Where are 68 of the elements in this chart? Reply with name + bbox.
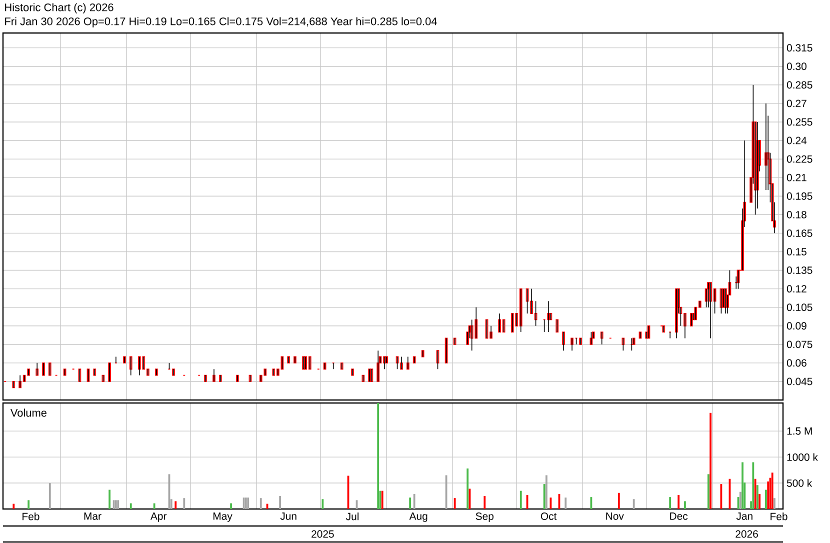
x-tick-label: Jun: [280, 512, 296, 520]
candlestick: [647, 325, 650, 339]
candlestick: [204, 374, 207, 382]
x-tick-label: Apr: [150, 512, 167, 522]
x-tick-label: Jul: [346, 512, 358, 520]
chart-subtitle: Fri Jan 30 2026 Op=0.17 Hi=0.19 Lo=0.165 Cl=0.175 Vol=214,688 Year hi=0.285 lo=0.04: [5, 17, 437, 28]
candlestick: [78, 368, 82, 382]
y-tick-label: 0.30: [786, 62, 806, 70]
candlestick: [485, 319, 488, 339]
candlestick: [155, 368, 158, 376]
candlestick: [302, 356, 305, 370]
x-tick-label: Mar: [84, 512, 102, 520]
x-tick-label: Feb: [22, 512, 40, 520]
x-tick-label: Dec: [670, 512, 688, 520]
y-tick-label: 0.075: [786, 340, 812, 348]
candlestick: [308, 356, 312, 370]
y-tick-label: 0.105: [786, 304, 812, 312]
candlestick: [556, 319, 559, 332]
candlestick: [340, 362, 344, 370]
y-tick-label: 0.09: [786, 322, 806, 330]
y-tick-label: 500 k: [786, 479, 812, 487]
candlestick: [172, 368, 175, 376]
chart-title: Volume: [10, 408, 46, 417]
chart-title: Historic Chart (c) 2026: [5, 3, 114, 14]
candlestick: [579, 338, 582, 345]
y-tick-label: 0.195: [786, 192, 812, 200]
y-tick-label: 0.06: [786, 359, 806, 367]
y-tick-label: 0.12: [786, 285, 806, 292]
x2-tick-label: 2026: [736, 530, 758, 538]
x-tick-label: Oct: [540, 512, 557, 520]
y-tick-label: 0.21: [786, 174, 806, 182]
y-tick-label: 0.27: [786, 100, 806, 108]
candlestick: [294, 356, 296, 364]
x-tick-label: Jan: [736, 512, 752, 520]
candlestick: [502, 319, 506, 332]
y-tick-label: 0.24: [786, 136, 807, 144]
candlestick: [236, 374, 239, 382]
candlestick: [123, 356, 126, 364]
candlestick: [108, 362, 111, 382]
y-tick-label: 0.135: [786, 266, 812, 274]
x-tick-label: Aug: [409, 512, 428, 522]
y-tick-label: 0.225: [786, 155, 812, 163]
y-tick-label: 1.5 M: [787, 427, 812, 435]
x2-tick-label: 2025: [312, 530, 334, 538]
y-tick-label: 0.165: [786, 229, 812, 237]
x-tick-label: Feb: [770, 512, 788, 520]
y-tick-label: 0.255: [786, 118, 812, 126]
candlestick: [351, 368, 354, 376]
candlestick: [218, 374, 222, 382]
candlestick: [444, 338, 448, 364]
y-tick-label: 0.285: [786, 81, 812, 89]
y-tick-label: 1000 k: [787, 453, 818, 461]
candlestick: [368, 368, 371, 382]
candlestick: [93, 368, 96, 376]
candlestick: [510, 313, 514, 332]
y-tick-label: 0.315: [786, 44, 812, 52]
candlestick: [42, 362, 45, 376]
y-tick-label: 0.18: [786, 210, 806, 218]
candlestick: [287, 356, 290, 364]
x-tick-label: May: [213, 512, 232, 522]
x-tick-label: Nov: [606, 512, 624, 520]
candlestick: [370, 368, 374, 382]
candlestick: [86, 368, 90, 382]
candlestick: [304, 356, 308, 370]
y-tick-label: 0.15: [786, 248, 806, 256]
y-tick-label: 0.045: [786, 378, 812, 386]
x-tick-label: Sep: [476, 512, 494, 522]
candlestick: [48, 362, 52, 376]
